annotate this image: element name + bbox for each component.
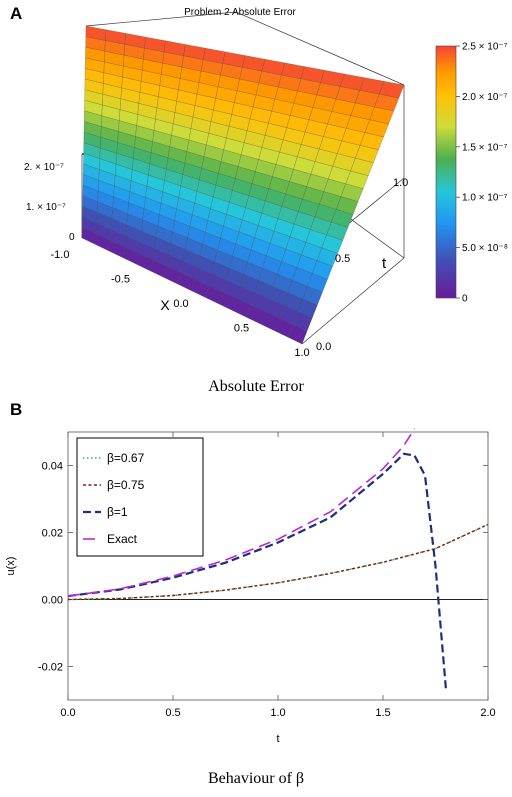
t-tick-label: 0.5 <box>335 253 350 265</box>
panel-b-letter: B <box>10 400 23 419</box>
series-line <box>67 452 448 690</box>
x-tick-label: 2.0 <box>480 707 495 719</box>
y-axis-label: u(x) <box>5 557 17 576</box>
box-edge <box>301 257 405 345</box>
y-tick-label: -0.02 <box>38 662 63 674</box>
y-tick-label: 0.04 <box>42 461 63 473</box>
panel-a-letter: A <box>10 4 23 23</box>
x-tick-label: 1.0 <box>270 707 285 719</box>
x-tick-label: 1.0 <box>294 347 309 359</box>
x-tick-label: 0.5 <box>234 323 249 335</box>
colorbar <box>435 45 457 299</box>
box-edge <box>235 11 405 86</box>
panel-b-caption: Behaviour of β <box>207 770 305 787</box>
colorbar-tick-label: 2.0 × 10⁻⁷ <box>462 92 508 103</box>
colorbar-tick-label: 1.0 × 10⁻⁷ <box>462 193 508 204</box>
t-tick-label: 0.0 <box>316 341 331 353</box>
legend-label: β=0.75 <box>107 478 145 492</box>
surface-plot: Problem 2 Absolute Error -1.0 -0.5 0.0 0.5 1… <box>24 7 508 359</box>
y-tick-label: 0.00 <box>42 595 63 607</box>
x-tick-label: 1.5 <box>375 707 390 719</box>
colorbar-tick-label: 5.0 × 10⁻⁸ <box>462 243 508 254</box>
x-axis-label: X <box>160 297 170 313</box>
z-tick-label: 0 <box>69 232 75 243</box>
x-tick-label: -1.0 <box>51 249 70 261</box>
y-tick-label: 0.02 <box>42 528 63 540</box>
legend-label: β=1 <box>107 505 128 519</box>
panel-a-caption: Absolute Error <box>208 378 304 395</box>
series-line <box>67 428 416 597</box>
line-chart: 0.0 0.5 1.0 1.5 2.0 -0.02 0.00 0.02 0.04 t u(x) β=… <box>5 428 496 745</box>
surface-cell <box>379 81 405 99</box>
x-tick-label: 0.0 <box>173 298 188 310</box>
z-tick-label: 2. × 10⁻⁷ <box>24 162 64 173</box>
box-edge <box>85 11 237 27</box>
colorbar-tick-label: 0 <box>462 294 468 305</box>
legend-label: β=0.67 <box>107 451 145 465</box>
t-axis-label: t <box>382 255 387 272</box>
x-tick-label: 0.5 <box>165 707 180 719</box>
colorbar-tick-label: 2.5 × 10⁻⁷ <box>462 42 508 53</box>
x-tick-label: -0.5 <box>111 274 130 286</box>
legend: β=0.67 β=0.75 β=1 Exact <box>76 437 204 557</box>
t-tick-label: 1.0 <box>393 177 408 189</box>
colorbar-tick-label: 1.5 × 10⁻⁷ <box>462 142 508 153</box>
legend-box <box>76 437 204 557</box>
legend-label: Exact <box>107 532 138 546</box>
series-line <box>67 523 489 601</box>
z-tick-label: 1. × 10⁻⁷ <box>26 202 66 213</box>
x-axis-label: t <box>276 733 279 745</box>
surface-title: Problem 2 Absolute Error <box>184 7 296 18</box>
x-tick-label: 0.0 <box>60 707 75 719</box>
